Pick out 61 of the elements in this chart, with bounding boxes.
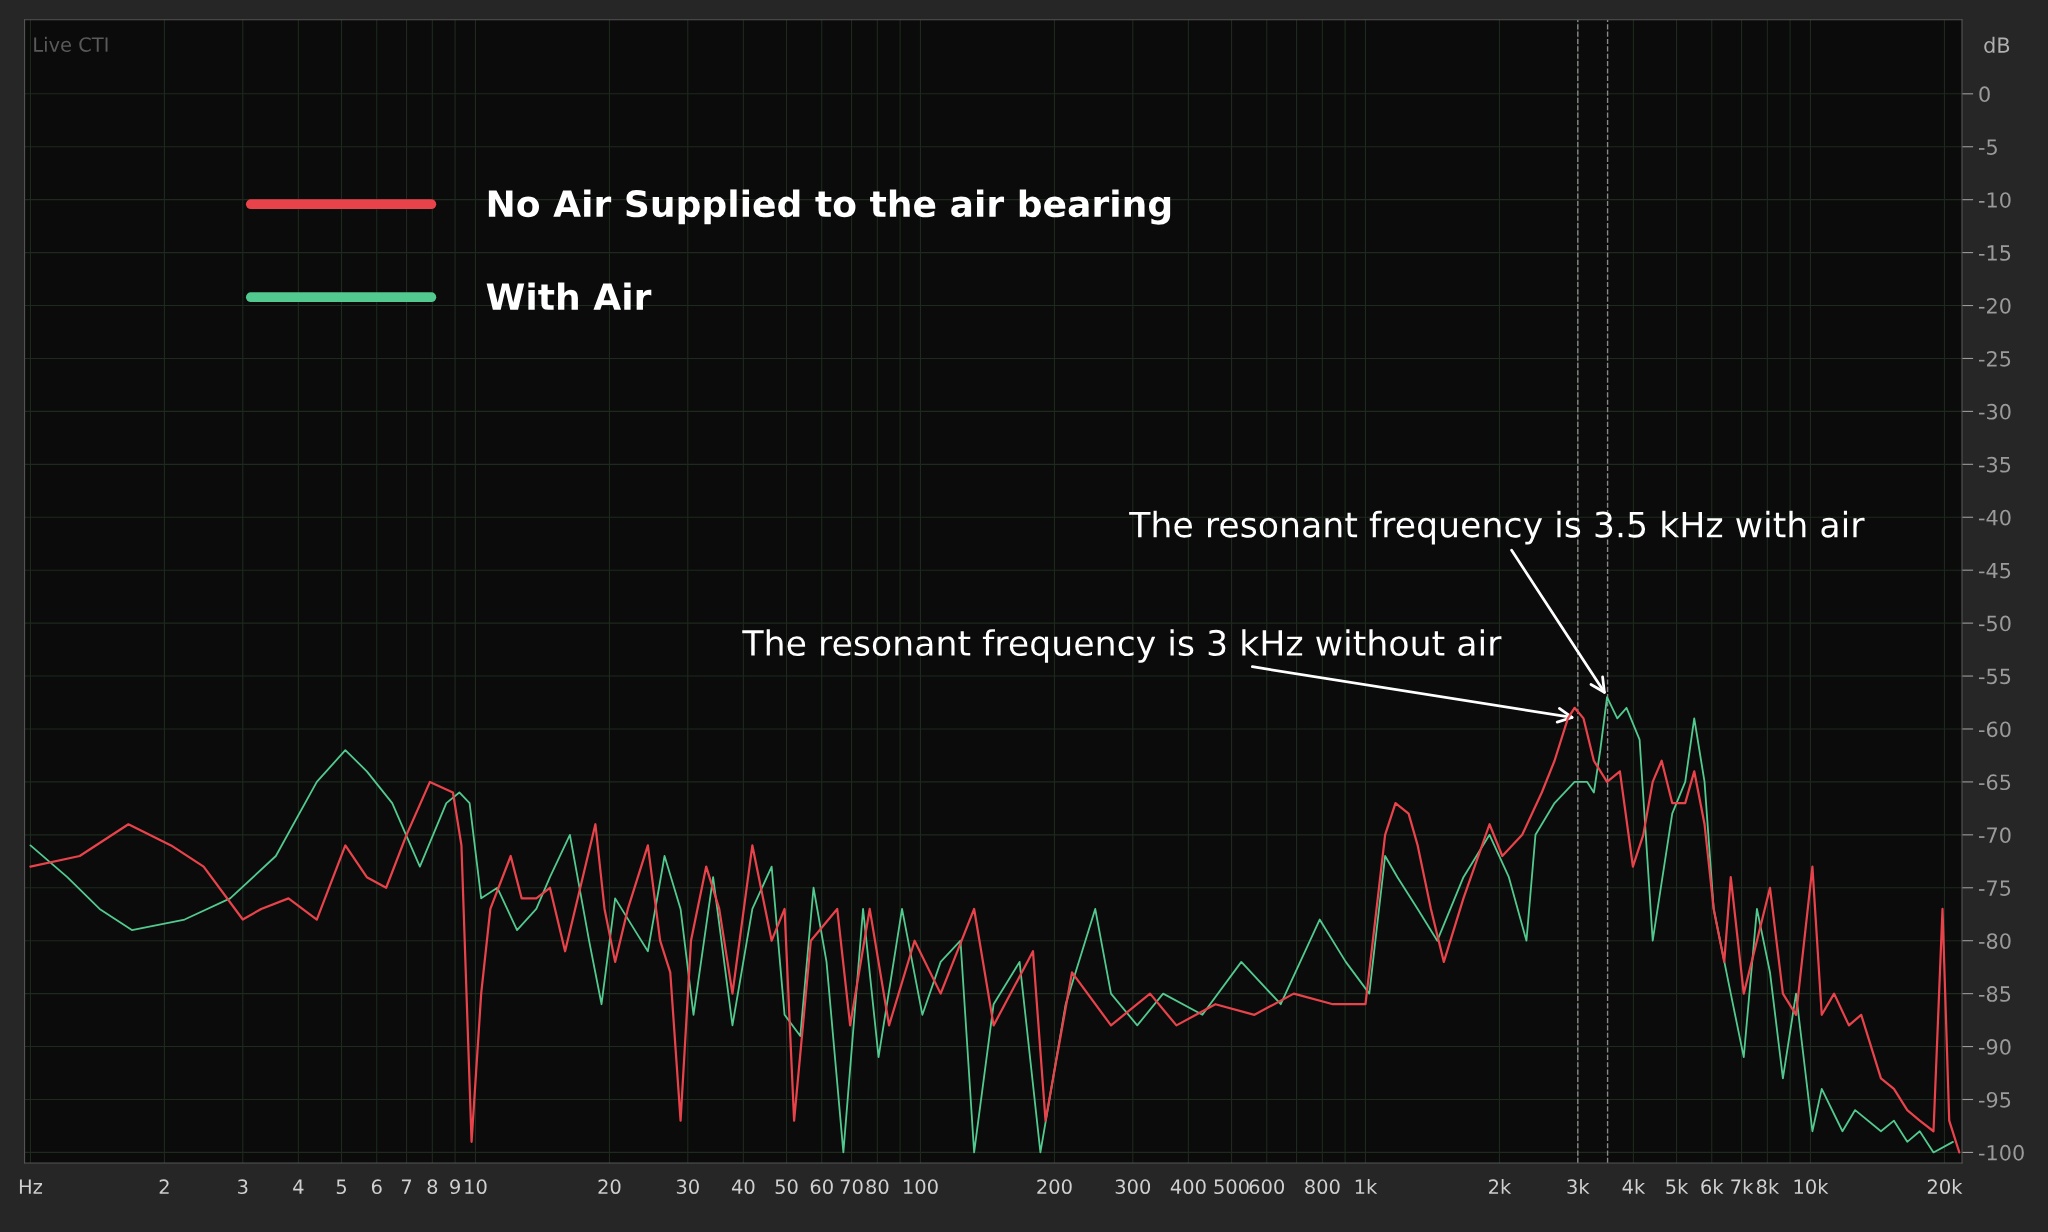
x-tick-label: 10k bbox=[1794, 1178, 1829, 1195]
x-tick-label: 2 bbox=[159, 1179, 169, 1194]
x-tick-label: 50 bbox=[775, 1179, 798, 1195]
x-tick-label: 70 bbox=[840, 1179, 863, 1195]
y-tick-label: -35 bbox=[1978, 456, 2011, 473]
x-tick-label: 80 bbox=[866, 1179, 889, 1195]
x-tick-label: 4 bbox=[293, 1179, 304, 1194]
x-tick-label: 5k bbox=[1666, 1178, 1689, 1195]
y-tick-label: -25 bbox=[1978, 350, 2011, 367]
annotation: The resonant frequency is 3 kHz without air bbox=[742, 629, 1502, 663]
y-tick-label: -15 bbox=[1978, 245, 2011, 261]
x-tick-label: 400 bbox=[1170, 1179, 1206, 1195]
x-tick-label: 30 bbox=[676, 1179, 699, 1195]
y-tick-label: -30 bbox=[1978, 403, 2011, 420]
x-tick-label: 6k bbox=[1701, 1178, 1724, 1195]
x-tick-label: 9 bbox=[450, 1179, 460, 1195]
legend-label: No Air Supplied to the air bearing bbox=[488, 189, 1171, 225]
y-tick-label: -40 bbox=[1978, 509, 2011, 526]
x-tick-label: 200 bbox=[1037, 1179, 1072, 1195]
y-tick-label: -100 bbox=[1978, 1144, 2024, 1161]
y-axis-title: dB bbox=[1984, 36, 2010, 53]
x-tick-label: 60 bbox=[810, 1179, 833, 1195]
x-tick-label: 1k bbox=[1355, 1178, 1378, 1194]
x-tick-label: 2k bbox=[1489, 1178, 1512, 1194]
x-tick-label: 3 bbox=[238, 1179, 248, 1195]
y-tick-label: -95 bbox=[1978, 1091, 2011, 1108]
y-tick-label: -90 bbox=[1978, 1039, 2011, 1055]
y-tick-label: -50 bbox=[1978, 615, 2011, 632]
annotation: Live CTI bbox=[34, 36, 108, 52]
x-tick-label: 7k bbox=[1731, 1178, 1754, 1194]
y-tick-label: -75 bbox=[1978, 880, 2011, 896]
y-tick-label: -45 bbox=[1978, 562, 2011, 579]
y-tick-label: -80 bbox=[1978, 933, 2011, 949]
annotation: The resonant frequency is 3.5 kHz with air bbox=[1129, 510, 1865, 545]
x-tick-label: 8k bbox=[1756, 1178, 1780, 1195]
x-tick-label: 600 bbox=[1249, 1179, 1285, 1195]
y-tick-label: -60 bbox=[1978, 721, 2011, 738]
x-tick-label: Hz bbox=[19, 1179, 43, 1194]
y-tick-label: -55 bbox=[1978, 668, 2011, 685]
y-tick-label: -20 bbox=[1978, 297, 2011, 314]
x-tick-label: 10 bbox=[465, 1179, 487, 1195]
y-tick-label: -70 bbox=[1978, 827, 2011, 844]
x-tick-label: 8 bbox=[427, 1179, 438, 1195]
x-tick-label: 6 bbox=[371, 1179, 382, 1195]
x-tick-label: 500 bbox=[1214, 1179, 1249, 1195]
y-tick-label: -10 bbox=[1978, 192, 2011, 208]
x-tick-label: 20 bbox=[598, 1179, 621, 1195]
x-tick-label: 100 bbox=[904, 1179, 938, 1195]
y-tick-label: -5 bbox=[1978, 139, 1997, 155]
x-tick-label: 5 bbox=[336, 1179, 346, 1195]
x-tick-label: 4k bbox=[1622, 1178, 1646, 1194]
x-tick-label: 20k bbox=[1927, 1178, 1963, 1195]
y-tick-label: 0 bbox=[1979, 86, 1990, 103]
x-tick-label: 3k bbox=[1567, 1178, 1590, 1195]
x-tick-label: 40 bbox=[731, 1179, 755, 1195]
y-tick-label: -65 bbox=[1978, 774, 2011, 791]
x-tick-label: 300 bbox=[1115, 1179, 1151, 1195]
x-tick-label: 7 bbox=[401, 1179, 412, 1194]
x-tick-label: 800 bbox=[1305, 1179, 1340, 1195]
legend-label: With Air bbox=[486, 282, 652, 310]
y-tick-label: -85 bbox=[1978, 986, 2011, 1002]
